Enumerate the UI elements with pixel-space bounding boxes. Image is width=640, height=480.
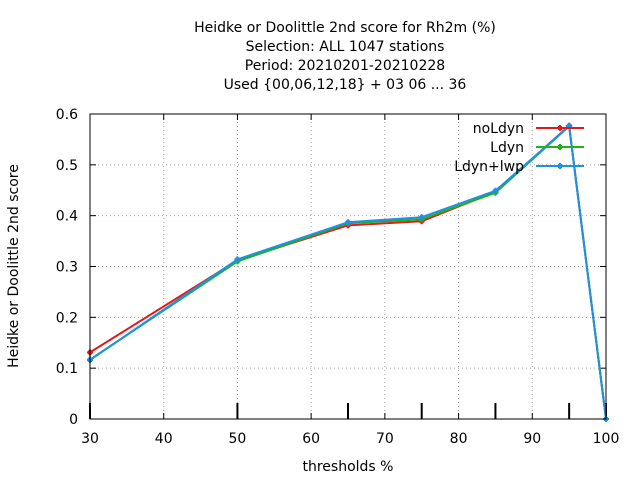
chart-title: Heidke or Doolittle 2nd score for Rh2m (… (194, 20, 496, 93)
legend-label: Ldyn (490, 140, 524, 156)
y-tick-label: 0.4 (56, 209, 78, 225)
title-line-4: Used {00,06,12,18} + 03 06 ... 36 (224, 77, 467, 93)
legend-marker (557, 125, 563, 131)
title-line-3: Period: 20210201-20210228 (245, 58, 445, 74)
y-tick-label: 0.2 (56, 310, 78, 326)
y-axis-label: Heidke or Doolittle 2nd score (6, 164, 22, 368)
x-tick-label: 90 (523, 431, 541, 447)
series-line-Ldyn+lwp (89, 124, 607, 420)
data-point (492, 187, 499, 194)
y-tick-label: 0 (69, 412, 78, 428)
x-tick-label: 50 (229, 431, 247, 447)
y-tick-label: 0.5 (56, 158, 78, 174)
y-tick-label: 0.3 (56, 260, 78, 276)
data-point (418, 214, 425, 221)
x-tick-label: 60 (302, 431, 320, 447)
legend: noLdyn Ldyn Ldyn+lwp (454, 121, 584, 175)
title-line-1: Heidke or Doolittle 2nd score for Rh2m (… (194, 20, 496, 36)
plot-frame (89, 113, 607, 420)
series-line-Ldyn (89, 124, 607, 420)
series-line-noLdyn (89, 123, 607, 420)
x-axis-label: thresholds % (303, 459, 394, 475)
series-layer (87, 122, 609, 422)
data-point (234, 256, 241, 263)
legend-label: Ldyn+lwp (454, 159, 524, 175)
y-tick-label: 0.6 (56, 107, 78, 123)
legend-label: noLdyn (473, 121, 524, 137)
x-tick-label: 70 (376, 431, 394, 447)
data-point (345, 219, 351, 226)
title-line-2: Selection: ALL 1047 stations (246, 39, 445, 55)
legend-marker (557, 163, 563, 169)
x-tick-label: 40 (155, 431, 173, 447)
y-tick-label: 0.1 (56, 361, 78, 377)
x-tick-label: 100 (593, 431, 620, 447)
x-tick-label: 30 (81, 431, 99, 447)
legend-marker (557, 144, 563, 150)
x-tick-label: 80 (450, 431, 468, 447)
grid (90, 114, 606, 419)
